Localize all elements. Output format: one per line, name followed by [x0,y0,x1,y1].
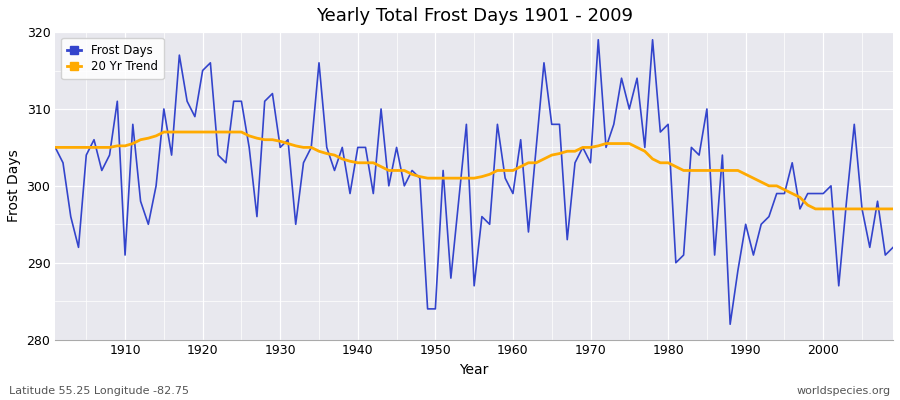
Text: Latitude 55.25 Longitude -82.75: Latitude 55.25 Longitude -82.75 [9,386,189,396]
Title: Yearly Total Frost Days 1901 - 2009: Yearly Total Frost Days 1901 - 2009 [316,7,633,25]
Text: worldspecies.org: worldspecies.org [796,386,891,396]
X-axis label: Year: Year [460,363,489,377]
Legend: Frost Days, 20 Yr Trend: Frost Days, 20 Yr Trend [61,38,164,79]
Y-axis label: Frost Days: Frost Days [7,150,21,222]
